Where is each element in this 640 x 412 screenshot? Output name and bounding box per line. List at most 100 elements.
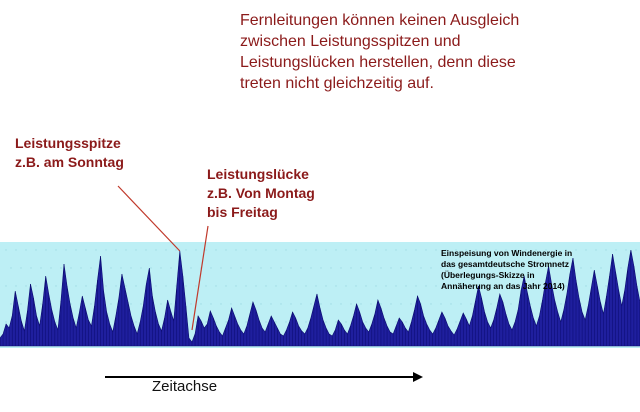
band-texture-dot [370, 303, 372, 305]
band-texture-dot [375, 249, 377, 251]
band-texture-dot [535, 249, 537, 251]
band-texture-dot [300, 303, 302, 305]
band-texture-dot [430, 303, 432, 305]
band-texture-dot [360, 267, 362, 269]
band-texture-dot [475, 249, 477, 251]
series-layer [0, 249, 640, 347]
band-texture-dot [545, 249, 547, 251]
gap-annotation-line: z.B. Von Montag [207, 185, 315, 201]
band-texture-dot [295, 285, 297, 287]
band-texture-dot [160, 267, 162, 269]
band-texture-dot [160, 303, 162, 305]
band-texture-dot [190, 303, 192, 305]
band-texture-dot [15, 285, 17, 287]
band-texture-dot [5, 285, 7, 287]
band-texture-dot [510, 303, 512, 305]
band-texture-dot [35, 249, 37, 251]
band-texture-dot [340, 267, 342, 269]
band-texture-dot [130, 303, 132, 305]
band-texture-dot [325, 249, 327, 251]
band-texture-dot [435, 249, 437, 251]
band-texture-dot [45, 249, 47, 251]
gap-annotation-line: bis Freitag [207, 204, 278, 220]
band-texture-dot [170, 267, 172, 269]
band-texture-dot [35, 285, 37, 287]
band-texture-dot [290, 267, 292, 269]
band-texture-dot [185, 249, 187, 251]
band-texture-dot [325, 285, 327, 287]
band-texture-dot [510, 267, 512, 269]
band-texture-dot [240, 303, 242, 305]
band-texture-dot [635, 249, 637, 251]
band-texture-dot [225, 285, 227, 287]
band-texture-dot [530, 303, 532, 305]
band-texture-dot [555, 249, 557, 251]
band-texture-dot [70, 267, 72, 269]
band-texture-dot [615, 249, 617, 251]
spike-annotation-line: Leistungsspitze [15, 135, 121, 151]
band-texture-dot [20, 267, 22, 269]
band-texture-dot [580, 267, 582, 269]
band-texture-dot [55, 321, 57, 323]
x-axis-label: Zeitachse [152, 378, 218, 395]
band-texture-dot [330, 303, 332, 305]
band-texture-dot [315, 285, 317, 287]
band-texture-dot [410, 267, 412, 269]
band-texture-dot [235, 285, 237, 287]
band-texture-dot [105, 249, 107, 251]
band-texture-dot [455, 249, 457, 251]
band-texture-dot [335, 285, 337, 287]
band-texture-dot [330, 267, 332, 269]
band-texture-dot [395, 321, 397, 323]
band-texture-dot [20, 303, 22, 305]
band-texture-dot [560, 267, 562, 269]
band-texture-dot [600, 267, 602, 269]
band-texture-dot [75, 249, 77, 251]
spike-annotation-line: z.B. am Sonntag [15, 154, 124, 170]
band-texture-dot [245, 285, 247, 287]
band-texture-dot [360, 303, 362, 305]
band-texture-dot [465, 249, 467, 251]
band-texture-dot [40, 303, 42, 305]
band-texture-dot [390, 303, 392, 305]
band-texture-dot [90, 303, 92, 305]
band-texture-dot [320, 267, 322, 269]
band-texture-dot [430, 267, 432, 269]
band-texture-dot [365, 321, 367, 323]
band-texture-dot [340, 303, 342, 305]
band-texture-dot [335, 321, 337, 323]
band-texture-dot [560, 303, 562, 305]
band-texture-dot [380, 303, 382, 305]
band-texture-dot [555, 285, 557, 287]
band-texture-dot [335, 249, 337, 251]
band-texture-dot [195, 321, 197, 323]
band-texture-dot [5, 249, 7, 251]
band-texture-dot [405, 285, 407, 287]
band-texture-dot [575, 249, 577, 251]
band-texture-dot [305, 321, 307, 323]
legend-note-line: (Überlegungs-Skizze in [441, 270, 535, 280]
band-texture-dot [85, 249, 87, 251]
band-texture-dot [310, 303, 312, 305]
band-texture-dot [585, 249, 587, 251]
band-texture-dot [405, 249, 407, 251]
title-line: zwischen Leistungsspitzen und [240, 33, 461, 50]
band-texture-dot [455, 321, 457, 323]
band-texture-dot [155, 285, 157, 287]
band-texture-dot [535, 285, 537, 287]
band-texture-dot [320, 303, 322, 305]
band-texture-dot [515, 285, 517, 287]
band-texture-dot [155, 249, 157, 251]
band-texture-dot [260, 267, 262, 269]
band-texture-dot [470, 303, 472, 305]
band-texture-dot [270, 303, 272, 305]
band-texture-dot [485, 285, 487, 287]
band-texture-dot [285, 321, 287, 323]
band-texture-dot [220, 303, 222, 305]
band-texture-dot [425, 249, 427, 251]
band-texture-dot [535, 321, 537, 323]
band-texture-dot [295, 249, 297, 251]
slide-title: Fernleitungen können keinen Ausgleich zw… [240, 10, 630, 94]
band-texture-dot [350, 303, 352, 305]
band-texture-dot [520, 267, 522, 269]
